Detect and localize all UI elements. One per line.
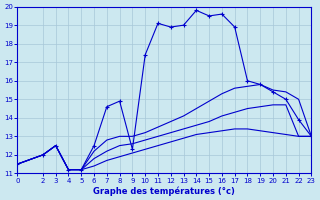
X-axis label: Graphe des températures (°c): Graphe des températures (°c) xyxy=(93,186,235,196)
